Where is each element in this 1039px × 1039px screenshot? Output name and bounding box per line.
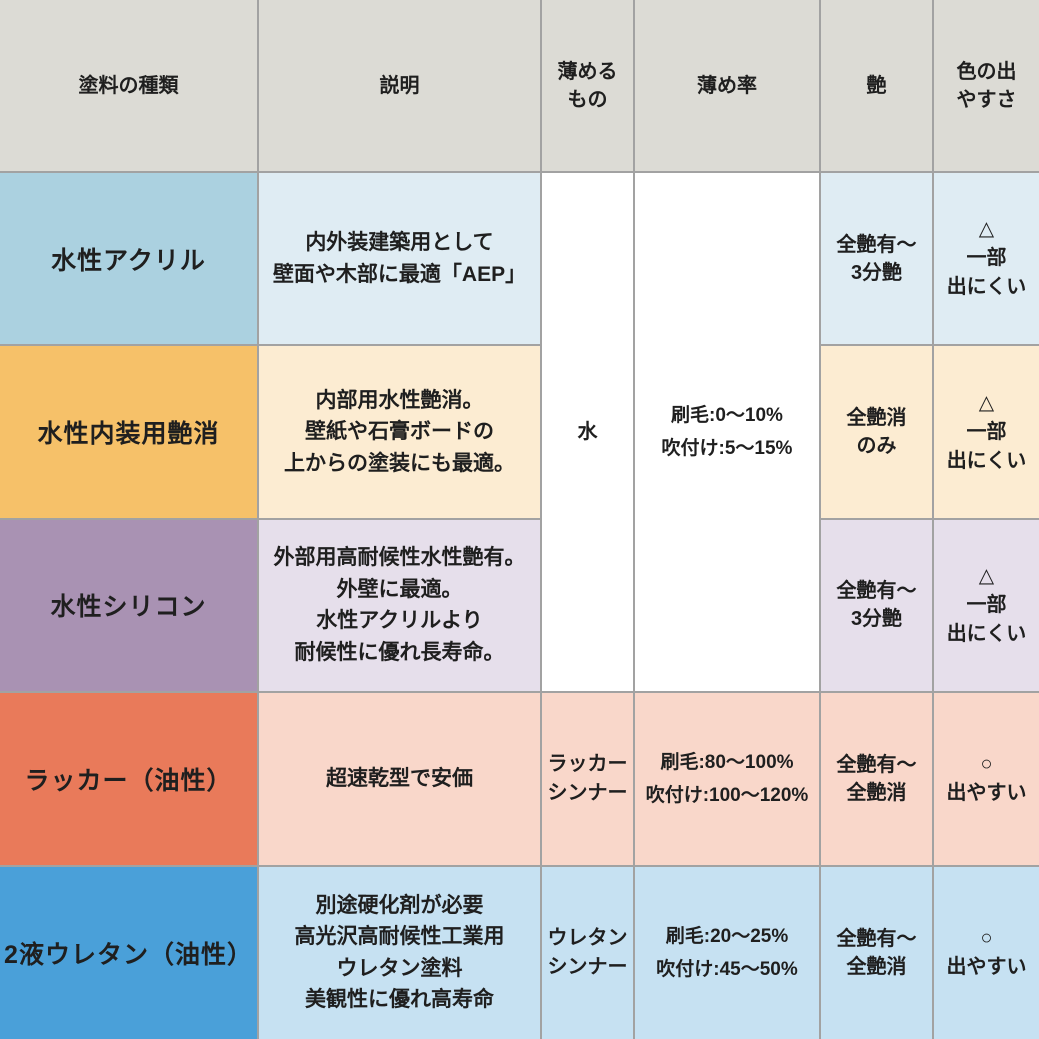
header-gloss: 艶 bbox=[819, 0, 934, 173]
header-row: 塗料の種類 説明 薄める もの 薄め率 艶 色の出 やすさ bbox=[0, 0, 1039, 173]
header-thinner: 薄める もの bbox=[540, 0, 635, 173]
color-ease-cell: △ 一部 出にくい bbox=[932, 170, 1039, 347]
color-ease-cell: △ 一部 出にくい bbox=[932, 344, 1039, 520]
table-row-lacquer: ラッカー（油性） 超速乾型で安価 ラッカー シンナー 刷毛:80～100% 吹付… bbox=[0, 691, 1039, 867]
description-cell: 外部用高耐候性水性艶有。 外壁に最適。 水性アクリルより 耐候性に優れ長寿命。 bbox=[257, 517, 542, 694]
dilution-rate-cell: 刷毛:80～100% 吹付け:100～120% bbox=[633, 691, 821, 867]
thinner-cell: ウレタン シンナー bbox=[540, 864, 635, 1039]
gloss-cell: 全艶有～ 全艶消 bbox=[819, 864, 934, 1039]
header-color-ease: 色の出 やすさ bbox=[932, 0, 1039, 173]
description-cell: 内外装建築用として 壁面や木部に最適「AEP」 bbox=[257, 170, 542, 347]
paint-name-lacquer: ラッカー（油性） bbox=[0, 691, 259, 867]
gloss-cell: 全艶消 のみ bbox=[819, 344, 934, 520]
header-dilution-rate: 薄め率 bbox=[633, 0, 821, 173]
description-cell: 内部用水性艶消。 壁紙や石膏ボードの 上からの塗装にも最適。 bbox=[257, 344, 542, 520]
gloss-cell: 全艶有～ 3分艶 bbox=[819, 170, 934, 347]
table-row-water-silicone: 水性シリコン 外部用高耐候性水性艶有。 外壁に最適。 水性アクリルより 耐候性に… bbox=[0, 517, 1039, 694]
table-row-water-acrylic: 水性アクリル 内外装建築用として 壁面や木部に最適「AEP」 水 刷毛:0～10… bbox=[0, 170, 1039, 694]
paint-name-water-interior-matte: 水性内装用艶消 bbox=[0, 344, 259, 520]
thinner-cell: ラッカー シンナー bbox=[540, 691, 635, 867]
color-ease-cell: △ 一部 出にくい bbox=[932, 517, 1039, 694]
paint-name-urethane: 2液ウレタン（油性） bbox=[0, 864, 259, 1039]
paint-name-water-silicone: 水性シリコン bbox=[0, 517, 259, 694]
table-row-water-interior-matte: 水性内装用艶消 内部用水性艶消。 壁紙や石膏ボードの 上からの塗装にも最適。 全… bbox=[0, 344, 1039, 520]
paint-name-water-acrylic: 水性アクリル bbox=[0, 170, 259, 347]
color-ease-cell: ○ 出やすい bbox=[932, 691, 1039, 867]
thinner-cell-water-merged: 水 bbox=[540, 170, 635, 694]
description-cell: 別途硬化剤が必要 高光沢高耐候性工業用 ウレタン塗料 美観性に優れ高寿命 bbox=[257, 864, 542, 1039]
gloss-cell: 全艶有～ 全艶消 bbox=[819, 691, 934, 867]
header-description: 説明 bbox=[257, 0, 542, 173]
dilution-rate-cell-water-merged: 刷毛:0～10% 吹付け:5～15% bbox=[633, 170, 821, 694]
dilution-rate-cell: 刷毛:20～25% 吹付け:45～50% bbox=[633, 864, 821, 1039]
color-ease-cell: ○ 出やすい bbox=[932, 864, 1039, 1039]
table-row-urethane: 2液ウレタン（油性） 別途硬化剤が必要 高光沢高耐候性工業用 ウレタン塗料 美観… bbox=[0, 864, 1039, 1039]
description-cell: 超速乾型で安価 bbox=[257, 691, 542, 867]
header-paint-type: 塗料の種類 bbox=[0, 0, 259, 173]
gloss-cell: 全艶有～ 3分艶 bbox=[819, 517, 934, 694]
